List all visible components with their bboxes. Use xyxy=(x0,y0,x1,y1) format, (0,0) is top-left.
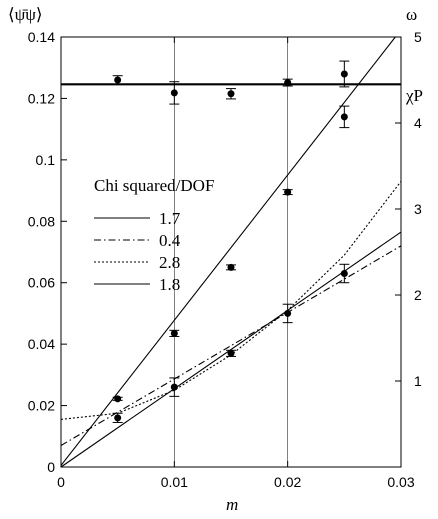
fit-line xyxy=(60,245,402,446)
y-left-tick-label: 0.14 xyxy=(28,29,55,45)
y-right-tick-label: 3 xyxy=(414,201,422,217)
data-point xyxy=(284,309,292,317)
data-point xyxy=(227,90,235,98)
data-point xyxy=(170,89,178,97)
data-point xyxy=(284,79,292,87)
data-point xyxy=(227,349,235,357)
legend-title: Chi squared/DOF xyxy=(94,176,214,195)
y-left-tick-label: 0 xyxy=(47,459,55,475)
data-point xyxy=(227,263,235,271)
legend-label: 0.4 xyxy=(159,231,181,250)
y-right-tick-label: 1 xyxy=(414,373,422,389)
y-axis-left-title: ⟨ψ̄ψ⟩ xyxy=(8,5,43,24)
legend-label: 2.8 xyxy=(159,253,180,272)
data-point xyxy=(114,76,122,84)
y-axis-right-title: ω xyxy=(406,5,417,24)
plot-frame xyxy=(60,36,402,468)
x-tick-label: 0 xyxy=(57,474,65,490)
y-left-tick-label: 0.08 xyxy=(28,213,55,229)
x-tick-label: 0.03 xyxy=(387,474,414,490)
x-axis-title: m xyxy=(226,495,238,514)
y-right-tick-label: 5 xyxy=(414,29,422,45)
legend-label: 1.7 xyxy=(159,209,181,228)
data-point xyxy=(340,70,348,78)
fit-line xyxy=(60,181,402,420)
data-point xyxy=(284,188,292,196)
y-left-tick-label: 0.02 xyxy=(28,398,55,414)
legend: Chi squared/DOF 1.7 0.4 2.8 1.8 xyxy=(94,176,214,294)
y-axis-right-series-label: χP xyxy=(405,86,423,105)
y-right-tick-label: 4 xyxy=(414,115,422,131)
legend-label: 1.8 xyxy=(159,275,180,294)
fit-line xyxy=(60,36,396,466)
y-left-tick-label: 0.12 xyxy=(28,90,55,106)
x-tick-label: 0.01 xyxy=(161,474,188,490)
y-left-tick-label: 0.1 xyxy=(36,152,56,168)
data-point xyxy=(340,113,348,121)
x-tick-label: 0.02 xyxy=(274,474,301,490)
data-point xyxy=(170,329,178,337)
data-point xyxy=(170,383,178,391)
data-point xyxy=(114,395,122,403)
data-point xyxy=(114,414,122,422)
y-left-tick-label: 0.06 xyxy=(28,275,55,291)
data-point xyxy=(340,270,348,277)
y-right-tick-label: 2 xyxy=(414,287,422,303)
y-left-tick-label: 0.04 xyxy=(28,336,55,352)
